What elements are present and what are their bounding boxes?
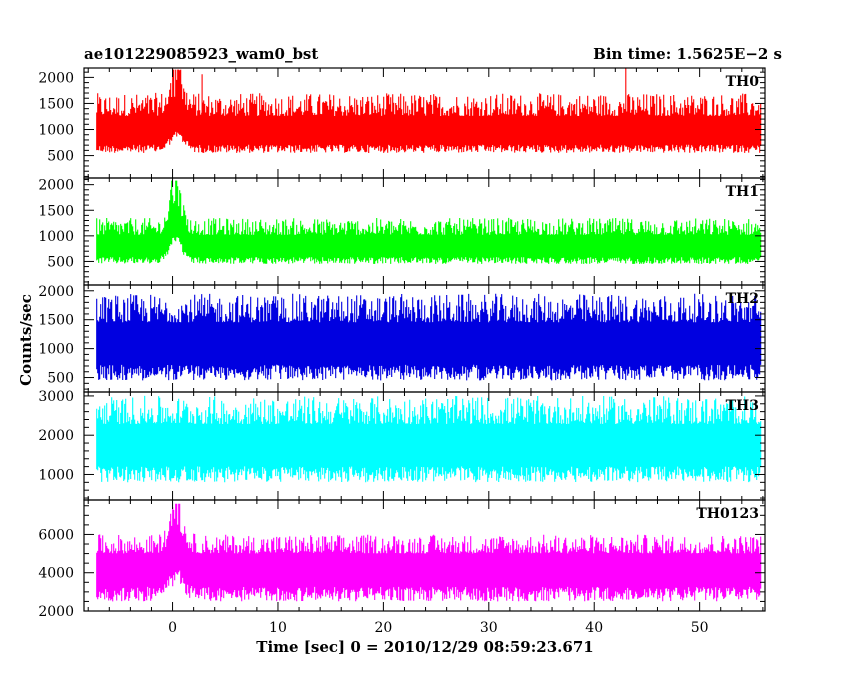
- series-TH3: [96, 395, 762, 483]
- x-axis-label: Time [sec] 0 = 2010/12/29 08:59:23.671: [256, 638, 594, 656]
- y-axis-label: Counts/sec: [17, 294, 35, 386]
- y-tick-label: 2000: [38, 178, 74, 194]
- y-tick-label: 2000: [38, 428, 74, 444]
- y-tick-label: 500: [47, 254, 74, 270]
- y-tick-label: 1500: [38, 96, 74, 112]
- y-tick-label: 1500: [38, 313, 74, 329]
- chart-title: ae101229085923_wam0_bst: [84, 45, 319, 63]
- panel-label-TH1: TH1: [726, 184, 759, 200]
- series-TH0123: [96, 503, 762, 602]
- y-tick-label: 1500: [38, 203, 74, 219]
- y-tick-label: 2000: [38, 70, 74, 86]
- y-tick-label: 1000: [38, 229, 74, 245]
- y-tick-label: 500: [47, 149, 74, 165]
- y-tick-label: 1000: [38, 123, 74, 139]
- x-tick-label: 0: [168, 620, 177, 636]
- y-tick-label: 2000: [38, 604, 74, 620]
- x-tick-label: 40: [585, 620, 603, 636]
- x-tick-label: 30: [480, 620, 498, 636]
- series-TH0: [96, 68, 762, 153]
- y-tick-label: 4000: [38, 566, 74, 582]
- y-tick-label: 2000: [38, 284, 74, 300]
- x-tick-label: 50: [691, 620, 709, 636]
- x-tick-label: 10: [269, 620, 287, 636]
- panel-frame-TH0123: [83, 499, 766, 612]
- y-tick-label: 1000: [38, 467, 74, 483]
- panel-label-TH2: TH2: [726, 291, 759, 307]
- y-tick-label: 6000: [38, 527, 74, 543]
- y-tick-label: 1000: [38, 342, 74, 358]
- x-tick-label: 20: [374, 620, 392, 636]
- panel-label-TH0123: TH0123: [696, 506, 759, 522]
- series-TH2: [96, 293, 762, 381]
- y-tick-label: 500: [47, 371, 74, 387]
- bin-time-label: Bin time: 1.5625E−2 s: [593, 45, 782, 63]
- panel-label-TH0: TH0: [726, 74, 760, 90]
- panel-label-TH3: TH3: [726, 398, 759, 414]
- y-tick-label: 3000: [38, 389, 74, 405]
- series-TH1: [96, 180, 762, 264]
